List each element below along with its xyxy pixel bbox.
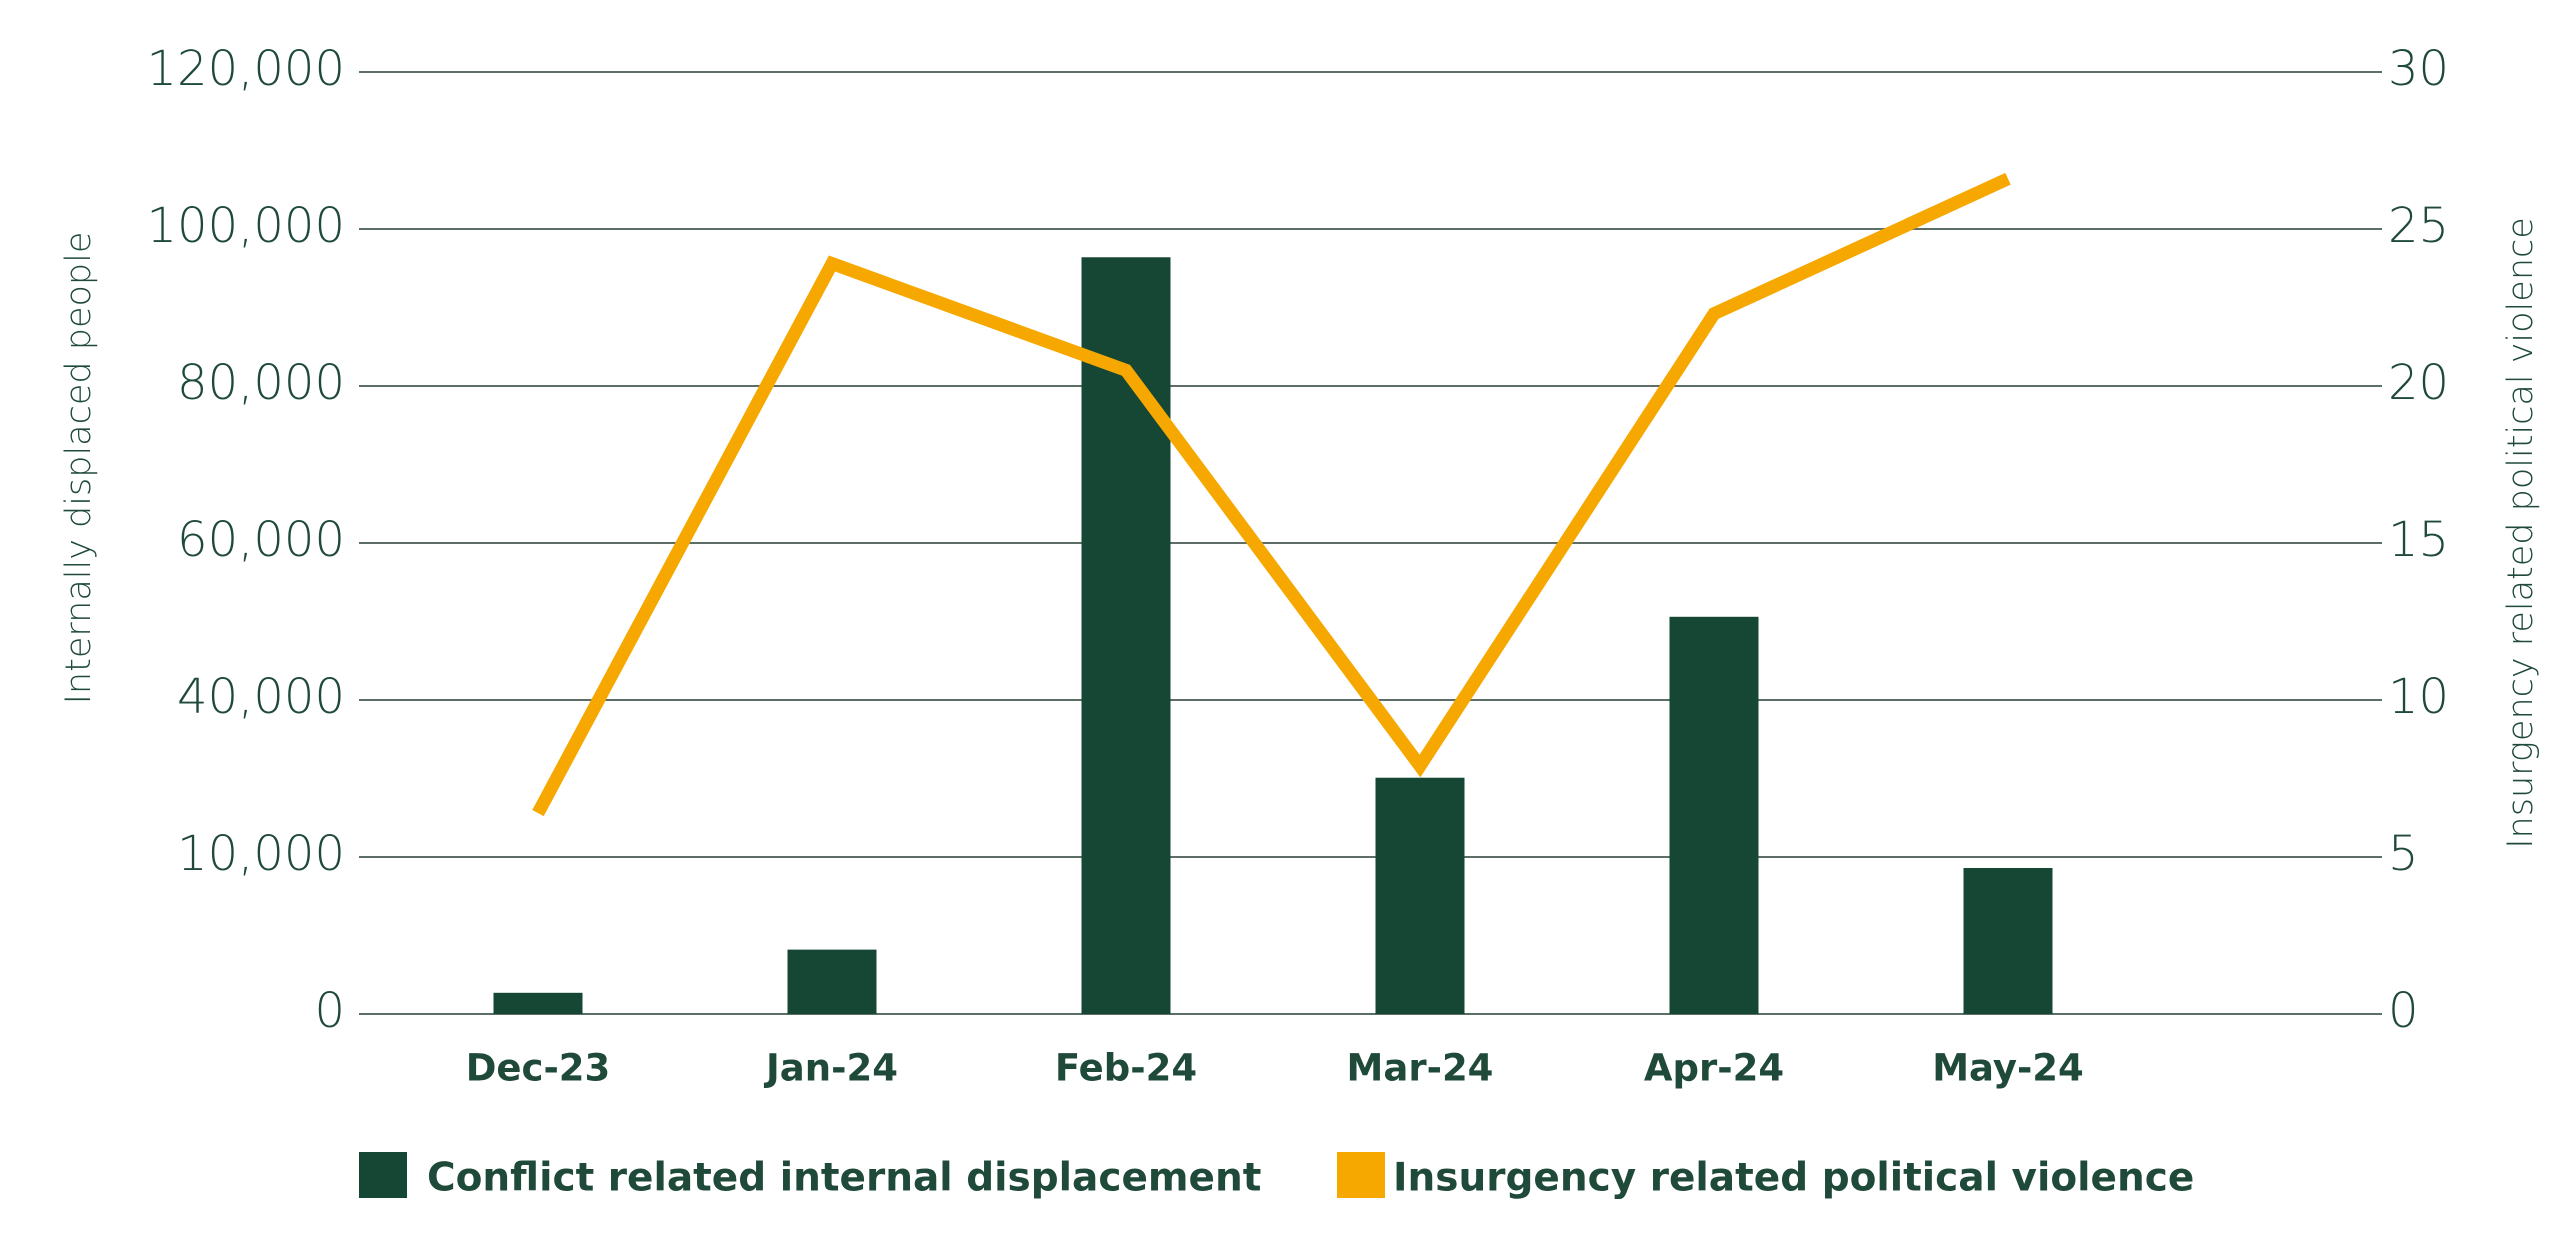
y2-tick-label: 20: [2388, 355, 2449, 411]
y-tick-label: 120,000: [147, 41, 346, 97]
y-axis-title: Internally displaced people: [59, 232, 99, 705]
y-tick-label: 100,000: [147, 198, 346, 254]
x-tick-label: Dec-23: [466, 1047, 611, 1090]
legend-label: Conflict related internal displacement: [427, 1156, 1261, 1201]
line: [532, 172, 2011, 817]
x-tick-label: Feb-24: [1055, 1047, 1197, 1090]
y-tick-label: 40,000: [177, 669, 345, 725]
x-tick-label: Mar-24: [1347, 1047, 1494, 1090]
bar: [1963, 867, 2053, 1014]
x-tick-label: May-24: [1932, 1047, 2084, 1090]
x-tick-label: Apr-24: [1644, 1047, 1784, 1090]
y2-axis-title: Insurgency related political violence: [2501, 217, 2541, 849]
bar: [1081, 257, 1171, 1014]
y2-tick-label: 5: [2388, 826, 2419, 882]
y2-tick-label: 25: [2388, 198, 2449, 254]
legend-swatch: [359, 1152, 407, 1198]
y-tick-label: 80,000: [177, 355, 345, 411]
y2-tick-label: 10: [2388, 669, 2449, 725]
y2-tick-label: 15: [2388, 512, 2449, 568]
y-tick-label: 0: [314, 983, 345, 1039]
x-tick-label: Jan-24: [763, 1047, 898, 1090]
bar: [1375, 777, 1465, 1014]
legend-label: Insurgency related political violence: [1393, 1156, 2194, 1201]
bar: [787, 949, 877, 1014]
y-tick-label: 60,000: [177, 512, 345, 568]
bar: [493, 992, 583, 1014]
y-tick-label: 10,000: [177, 826, 345, 882]
y2-tick-label: 0: [2388, 983, 2419, 1039]
legend-swatch: [1337, 1152, 1385, 1198]
bar: [1669, 616, 1759, 1014]
y2-tick-label: 30: [2388, 41, 2449, 97]
